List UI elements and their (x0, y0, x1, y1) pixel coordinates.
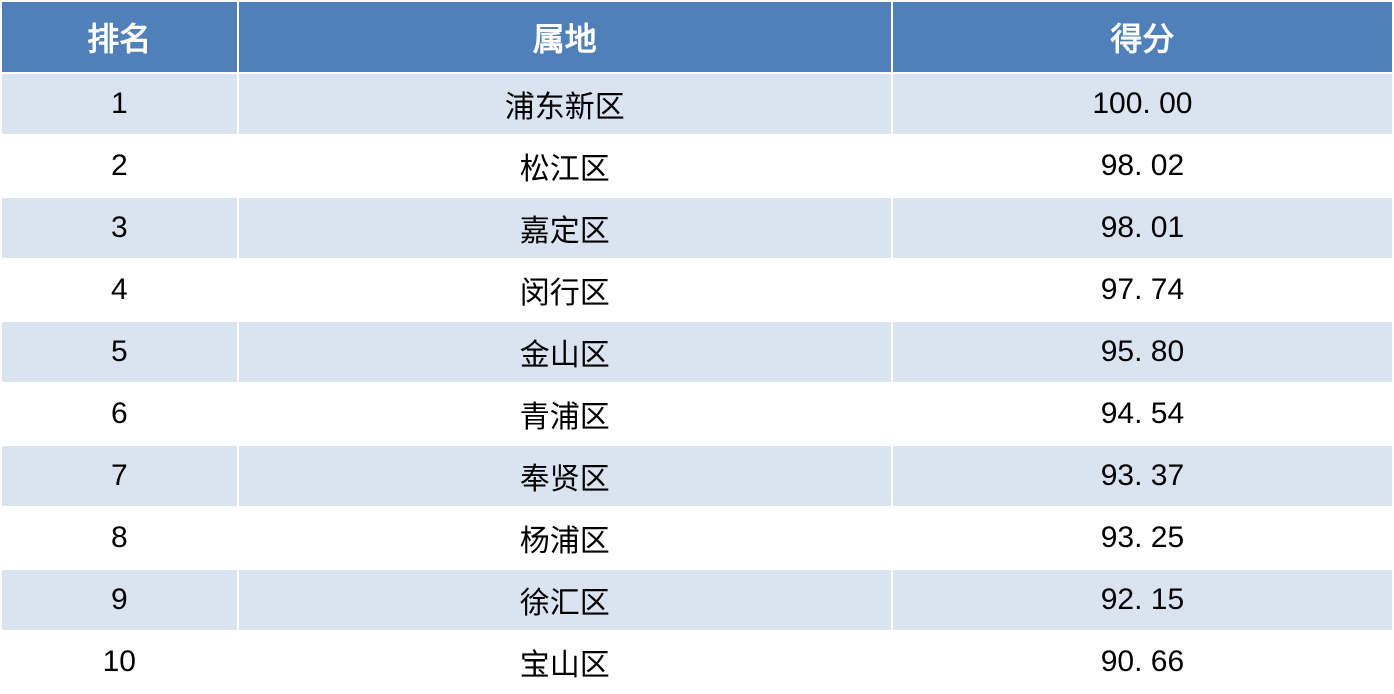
cell-region: 闵行区 (238, 259, 892, 321)
cell-region: 奉贤区 (238, 445, 892, 507)
table-row: 10 宝山区 90. 66 (1, 631, 1393, 693)
cell-score: 100. 00 (892, 73, 1393, 135)
table-row: 4 闵行区 97. 74 (1, 259, 1393, 321)
header-region: 属地 (238, 1, 892, 73)
table-row: 1 浦东新区 100. 00 (1, 73, 1393, 135)
table-row: 3 嘉定区 98. 01 (1, 197, 1393, 259)
cell-score: 98. 02 (892, 135, 1393, 197)
cell-region: 浦东新区 (238, 73, 892, 135)
table-row: 2 松江区 98. 02 (1, 135, 1393, 197)
cell-score: 94. 54 (892, 383, 1393, 445)
cell-rank: 8 (1, 507, 238, 569)
cell-rank: 9 (1, 569, 238, 631)
cell-rank: 3 (1, 197, 238, 259)
cell-region: 宝山区 (238, 631, 892, 693)
cell-region: 徐汇区 (238, 569, 892, 631)
cell-rank: 1 (1, 73, 238, 135)
cell-score: 98. 01 (892, 197, 1393, 259)
cell-rank: 10 (1, 631, 238, 693)
header-rank: 排名 (1, 1, 238, 73)
cell-rank: 2 (1, 135, 238, 197)
cell-region: 嘉定区 (238, 197, 892, 259)
cell-rank: 6 (1, 383, 238, 445)
cell-region: 杨浦区 (238, 507, 892, 569)
table-header-row: 排名 属地 得分 (1, 1, 1393, 73)
cell-rank: 7 (1, 445, 238, 507)
cell-region: 松江区 (238, 135, 892, 197)
table-row: 7 奉贤区 93. 37 (1, 445, 1393, 507)
cell-rank: 5 (1, 321, 238, 383)
cell-region: 青浦区 (238, 383, 892, 445)
cell-score: 90. 66 (892, 631, 1393, 693)
ranking-table: 排名 属地 得分 1 浦东新区 100. 00 2 松江区 98. 02 3 嘉… (0, 0, 1394, 694)
cell-region: 金山区 (238, 321, 892, 383)
table-row: 6 青浦区 94. 54 (1, 383, 1393, 445)
cell-score: 97. 74 (892, 259, 1393, 321)
cell-score: 93. 25 (892, 507, 1393, 569)
table-row: 8 杨浦区 93. 25 (1, 507, 1393, 569)
ranking-table-container: 排名 属地 得分 1 浦东新区 100. 00 2 松江区 98. 02 3 嘉… (0, 0, 1394, 632)
cell-score: 93. 37 (892, 445, 1393, 507)
cell-rank: 4 (1, 259, 238, 321)
header-score: 得分 (892, 1, 1393, 73)
cell-score: 92. 15 (892, 569, 1393, 631)
table-row: 9 徐汇区 92. 15 (1, 569, 1393, 631)
cell-score: 95. 80 (892, 321, 1393, 383)
table-row: 5 金山区 95. 80 (1, 321, 1393, 383)
